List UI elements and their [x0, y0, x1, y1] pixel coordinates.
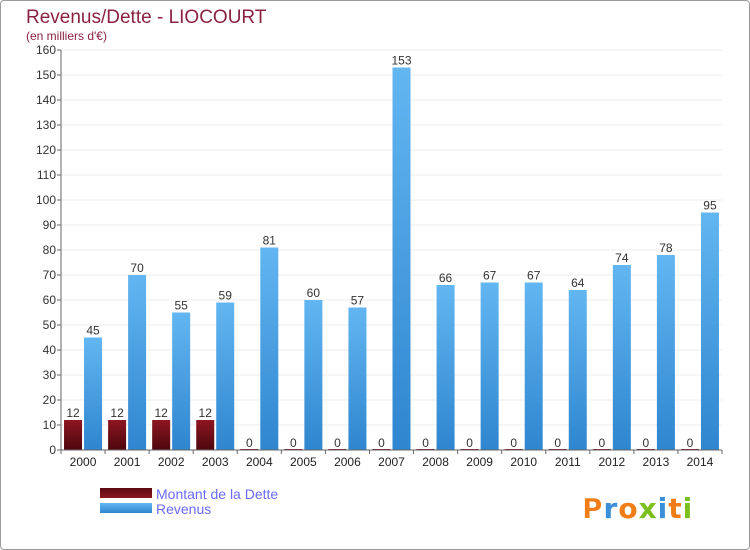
data-label-montant-dette: 0 [687, 436, 694, 450]
y-tick-label: 110 [37, 168, 56, 182]
proxiti-logo: Proxiti [582, 492, 693, 526]
data-label-revenus: 64 [571, 276, 585, 290]
y-tick-label: 160 [36, 43, 56, 57]
bars [64, 67, 719, 450]
y-tick-label: 100 [36, 193, 56, 207]
data-label-montant-dette: 0 [378, 436, 385, 450]
data-label-revenus: 81 [263, 234, 277, 248]
bar-montant-dette [152, 420, 171, 450]
svg-text:Proxiti: Proxiti [582, 492, 693, 525]
y-tick-label: 0 [49, 443, 56, 457]
bar-revenus [304, 300, 323, 450]
data-label-revenus: 45 [86, 324, 100, 338]
data-label-revenus: 60 [307, 286, 321, 300]
data-label-revenus: 59 [219, 289, 233, 303]
y-tick-label: 120 [36, 143, 56, 157]
y-tick-label: 140 [36, 93, 56, 107]
data-label-montant-dette: 0 [554, 436, 561, 450]
data-label-montant-dette: 0 [246, 436, 253, 450]
bar-revenus [172, 312, 191, 450]
data-label-montant-dette: 12 [110, 406, 124, 420]
x-tick-label: 2005 [290, 455, 317, 469]
data-labels: 12 45 12 70 12 55 12 59 0 81 0 60 0 57 0 153 0 66 0 67 0 67 0 6… [66, 54, 717, 451]
legend-swatch-montant-dette [100, 488, 152, 498]
bar-revenus [700, 212, 719, 450]
y-tick-label: 80 [43, 243, 57, 257]
x-tick-label: 2013 [643, 455, 670, 469]
bar-montant-dette [64, 420, 83, 450]
bar-revenus [524, 282, 543, 450]
x-tick-label: 2007 [378, 455, 405, 469]
data-label-montant-dette: 0 [466, 436, 473, 450]
x-tick-label: 2003 [202, 455, 229, 469]
data-label-montant-dette: 12 [154, 406, 168, 420]
bar-revenus [568, 290, 587, 450]
y-tick-label: 20 [43, 393, 57, 407]
data-label-revenus: 67 [527, 269, 541, 283]
data-label-montant-dette: 0 [510, 436, 517, 450]
x-tick-label: 2011 [555, 455, 581, 469]
bar-revenus [348, 307, 367, 450]
y-tick-label: 10 [43, 418, 57, 432]
bar-revenus [392, 67, 411, 450]
x-axis: 2000 2001 2002 2003 2004 2005 2006 2007 2008 2009… [60, 449, 723, 469]
data-label-montant-dette: 0 [334, 436, 341, 450]
data-label-montant-dette: 0 [598, 436, 605, 450]
bar-revenus [656, 255, 675, 450]
y-tick-label: 130 [36, 118, 56, 132]
y-axis: 0 10 20 30 40 50 60 70 80 90 100 110 120 130 140 150 160 [36, 43, 62, 457]
bar-revenus [480, 282, 499, 450]
x-tick-label: 2012 [598, 455, 625, 469]
data-label-revenus: 66 [439, 271, 453, 285]
data-label-montant-dette: 0 [290, 436, 297, 450]
y-tick-label: 50 [43, 318, 57, 332]
bar-revenus [612, 265, 631, 450]
data-label-revenus: 55 [174, 299, 188, 313]
data-label-montant-dette: 0 [643, 436, 650, 450]
legend-label-montant-dette: Montant de la Dette [156, 486, 278, 502]
x-tick-label: 2000 [70, 455, 97, 469]
y-tick-label: 90 [43, 218, 57, 232]
legend: Montant de la Dette Revenus [100, 486, 278, 517]
x-tick-label: 2001 [114, 455, 141, 469]
legend-swatch-revenus [100, 503, 152, 513]
bar-revenus [260, 247, 279, 450]
data-label-montant-dette: 12 [66, 406, 80, 420]
chart-title: Revenus/Dette - LIOCOURT [26, 7, 267, 28]
x-tick-label: 2004 [246, 455, 273, 469]
data-label-revenus: 67 [483, 269, 497, 283]
bar-montant-dette [108, 420, 127, 450]
y-tick-label: 60 [43, 293, 57, 307]
bar-revenus [216, 302, 235, 450]
data-label-revenus: 74 [615, 251, 629, 265]
bar-revenus [436, 285, 455, 450]
data-label-montant-dette: 12 [199, 406, 213, 420]
data-label-revenus: 70 [130, 261, 144, 275]
data-label-montant-dette: 0 [422, 436, 429, 450]
x-tick-label: 2014 [687, 455, 714, 469]
bar-montant-dette [196, 420, 215, 450]
data-label-revenus: 153 [391, 54, 411, 68]
bar-revenus [84, 337, 103, 450]
data-label-revenus: 57 [351, 294, 365, 308]
y-tick-label: 150 [36, 68, 56, 82]
x-tick-label: 2006 [334, 455, 361, 469]
bar-revenus [128, 275, 147, 450]
y-tick-label: 70 [43, 268, 57, 282]
x-tick-label: 2008 [422, 455, 449, 469]
data-label-revenus: 95 [703, 199, 717, 213]
x-tick-label: 2002 [158, 455, 185, 469]
y-tick-label: 30 [43, 368, 57, 382]
grid-lines [61, 49, 722, 426]
chart-subtitle: (en milliers d'€) [26, 29, 107, 43]
x-tick-label: 2009 [466, 455, 493, 469]
y-tick-label: 40 [43, 343, 57, 357]
x-tick-label: 2010 [510, 455, 537, 469]
legend-label-revenus: Revenus [156, 501, 211, 517]
data-label-revenus: 78 [659, 241, 673, 255]
